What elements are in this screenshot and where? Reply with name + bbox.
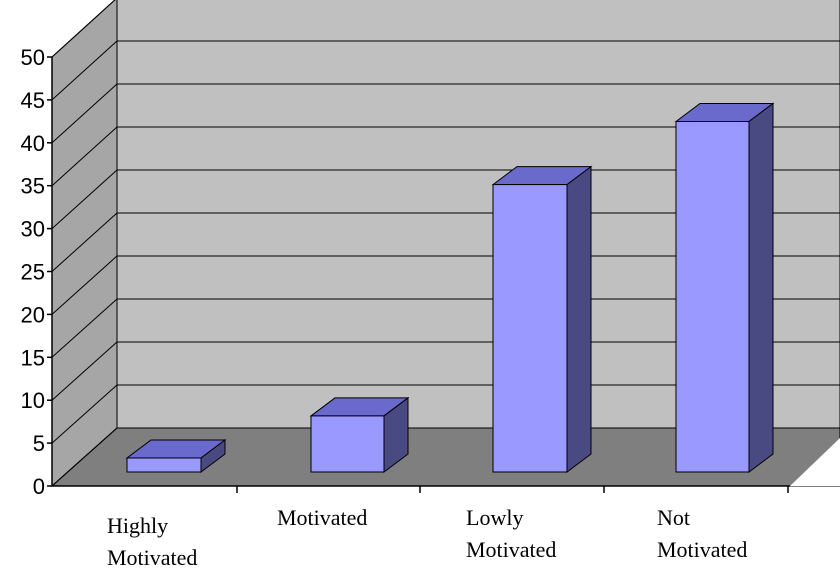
gridline-side bbox=[51, 126, 118, 187]
y-tick-label: 20 bbox=[21, 302, 45, 327]
x-axis-category-labels: Highly Motivated Motivated Lowly Motivated No… bbox=[107, 505, 747, 570]
gridline-side bbox=[51, 298, 118, 358]
bar bbox=[491, 165, 593, 473]
y-axis-tick-labels: 0 5 10 15 20 25 30 35 40 45 50 bbox=[21, 45, 45, 499]
bar bbox=[309, 396, 410, 473]
x-category-label: Lowly Motivated bbox=[466, 505, 556, 562]
y-tick-label: 10 bbox=[21, 388, 45, 413]
y-tick-label: 40 bbox=[21, 131, 45, 156]
bar-front bbox=[675, 121, 750, 473]
y-tick-label: 25 bbox=[21, 260, 45, 285]
chart-walls bbox=[50, 0, 840, 488]
y-tick-label: 45 bbox=[21, 88, 45, 113]
bar-side bbox=[566, 165, 592, 473]
gridline-side bbox=[51, 341, 118, 401]
bar-front bbox=[310, 415, 385, 473]
gridline-side bbox=[51, 255, 118, 315]
floor-edge bbox=[790, 438, 840, 486]
x-category-label: Motivated bbox=[277, 505, 367, 530]
y-tick-label: 0 bbox=[33, 474, 45, 499]
bar-front bbox=[126, 457, 202, 473]
y-tick-label: 5 bbox=[33, 431, 45, 456]
bars bbox=[125, 102, 775, 473]
bar bbox=[674, 102, 775, 473]
y-tick-label: 30 bbox=[21, 217, 45, 242]
side-wall bbox=[51, 0, 118, 488]
y-tick-label: 50 bbox=[21, 45, 45, 70]
bar bbox=[125, 438, 227, 473]
gridline-side bbox=[51, 384, 118, 444]
axes bbox=[47, 56, 790, 493]
x-category-label: Not Motivated bbox=[657, 505, 747, 562]
gridline-side bbox=[51, 212, 118, 272]
bar-front bbox=[492, 184, 568, 473]
gridline-side bbox=[51, 427, 118, 487]
gridline-side bbox=[51, 83, 118, 144]
gridline-side bbox=[51, 0, 116, 58]
y-tick-label: 35 bbox=[21, 174, 45, 199]
bar-side bbox=[748, 102, 774, 473]
y-tick-label: 15 bbox=[21, 345, 45, 370]
gridline-side bbox=[51, 169, 118, 229]
gridline-side bbox=[51, 40, 118, 101]
x-category-label: Highly Motivated bbox=[107, 513, 197, 570]
